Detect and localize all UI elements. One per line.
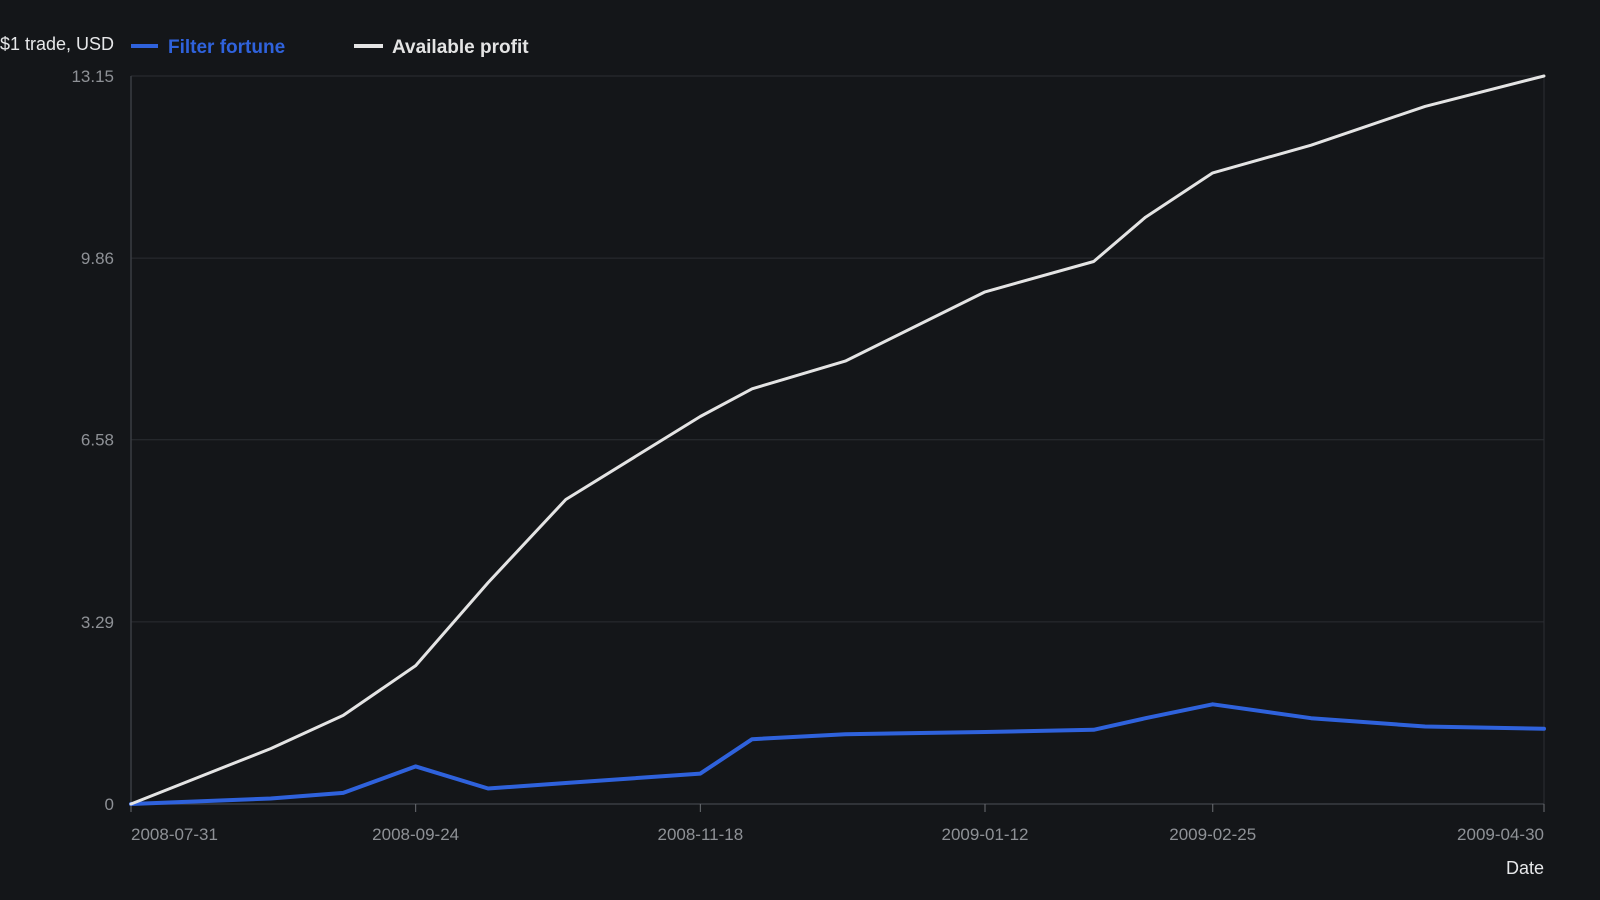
grid — [131, 75, 1545, 804]
y-tick-label: 3.29 — [81, 613, 114, 632]
x-tick-label: 2009-02-25 — [1169, 825, 1256, 844]
x-axis-title: Date — [1506, 858, 1544, 878]
y-tick-label: 9.86 — [81, 249, 114, 268]
axes: 0 3.29 6.58 9.86 13.15 2008-07-31 2008-09-24 20… — [0, 34, 1545, 878]
y-tick-label: 6.58 — [81, 431, 114, 450]
legend-label: Available profit — [392, 37, 529, 58]
y-tick-label: 13.15 — [71, 67, 114, 86]
legend-label: Filter fortune — [168, 37, 285, 58]
x-tick-label: 2008-11-18 — [657, 825, 743, 844]
y-axis-title: $1 trade, USD — [0, 34, 114, 54]
y-tick-label: 0 — [105, 795, 114, 814]
series-lines — [129, 74, 1546, 806]
x-tick-label: 2008-09-24 — [372, 825, 459, 844]
x-tick-label: 2009-01-12 — [942, 825, 1029, 844]
series-line-available-profit — [129, 74, 1546, 806]
series-line-filter-fortune — [129, 702, 1546, 806]
x-tick-label: 2008-07-31 — [131, 825, 218, 844]
x-tick-label: 2009-04-30 — [1457, 825, 1544, 844]
legend: Filter fortune Available profit — [131, 37, 529, 58]
